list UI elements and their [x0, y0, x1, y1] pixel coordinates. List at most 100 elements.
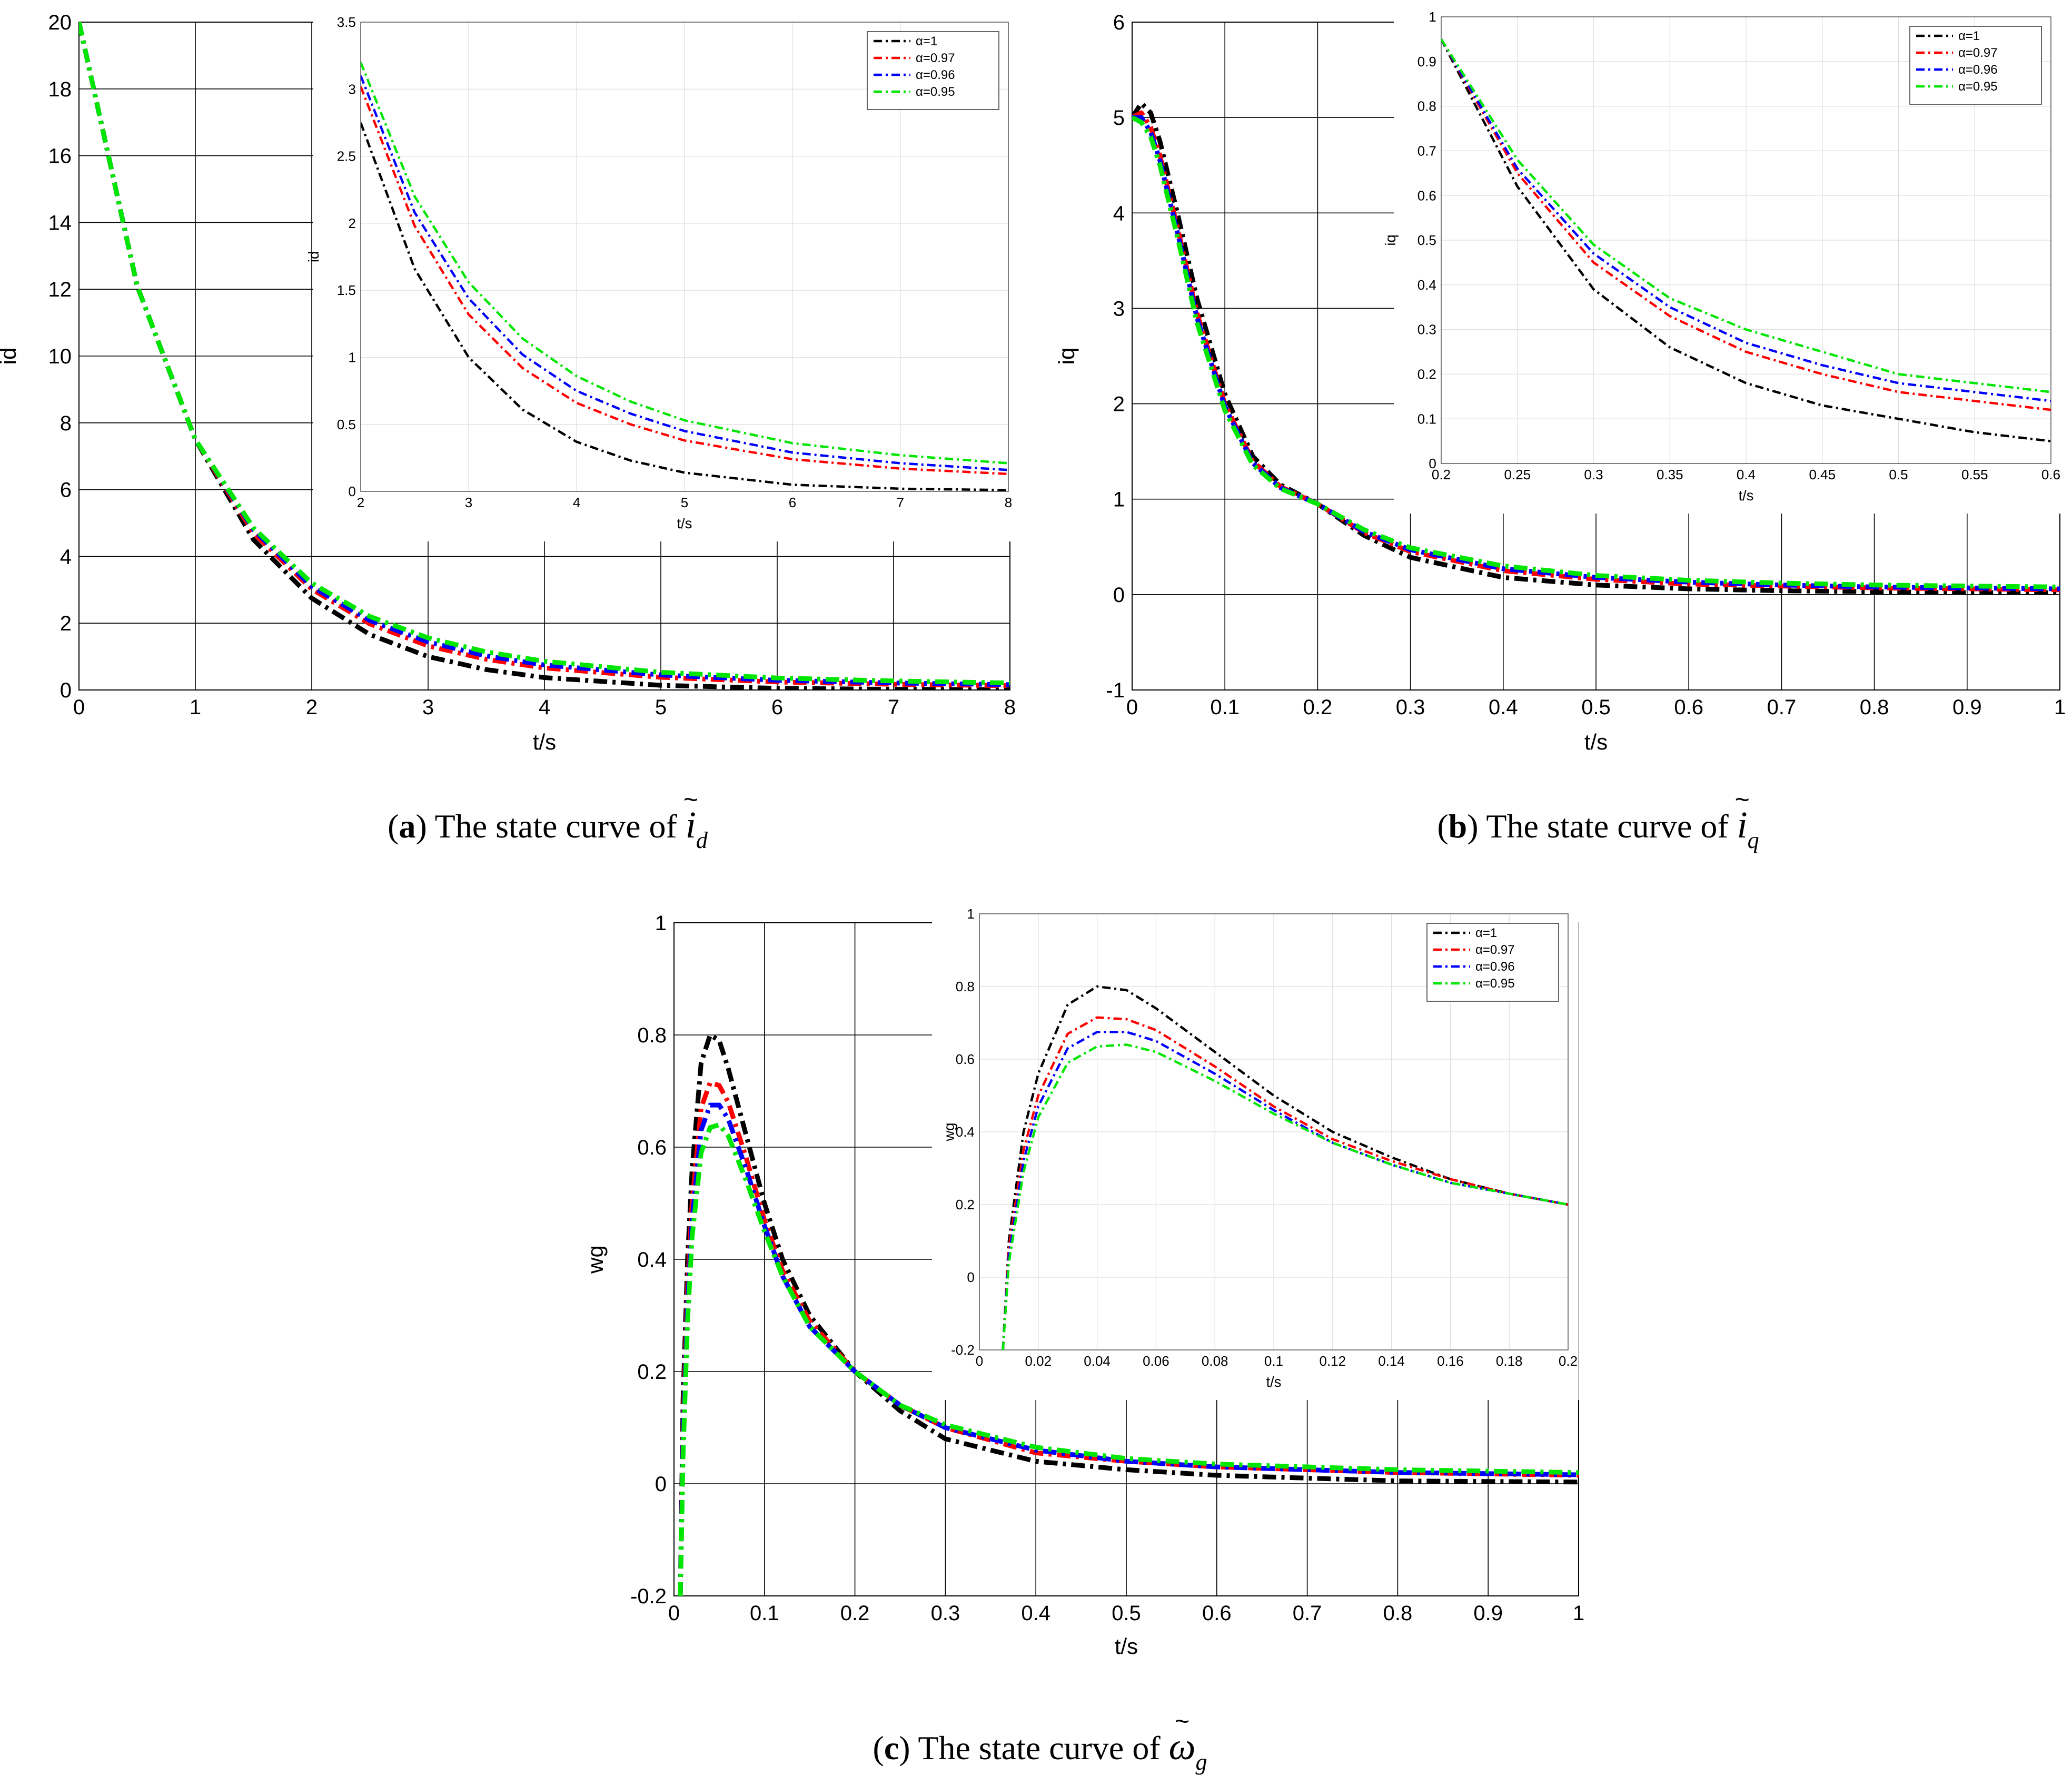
- legend-label: α=0.95: [1958, 80, 1998, 94]
- y-tick-label: 1.5: [337, 282, 356, 298]
- caption-text: The state curve of: [910, 1729, 1169, 1767]
- y-tick-label: 0.4: [956, 1124, 975, 1140]
- x-tick-label: 0.35: [1657, 467, 1683, 482]
- x-tick-label: 0.7: [1767, 696, 1797, 719]
- caption-open: (: [388, 807, 399, 845]
- y-tick-label: 0.3: [1417, 322, 1436, 338]
- caption-tilde-accent: ~: [683, 786, 698, 814]
- y-tick-label: 1: [348, 350, 355, 366]
- series-group: [1441, 38, 2051, 442]
- series-line-3: [361, 75, 1008, 471]
- x-tick-label: 0.4: [1489, 696, 1518, 719]
- x-tick-label: 0.4: [1737, 467, 1756, 482]
- caption-open: (: [873, 1729, 884, 1767]
- x-axis-label: t/s: [533, 729, 556, 754]
- x-tick-label: 0.06: [1143, 1353, 1169, 1369]
- caption-symbol: i: [1737, 804, 1748, 846]
- caption-letter: a: [399, 807, 415, 845]
- series-line-2: [678, 1080, 1579, 1596]
- y-tick-label: 0.5: [1417, 232, 1436, 248]
- x-tick-label: 0.1: [750, 1602, 779, 1625]
- legend-label: α=0.96: [1475, 960, 1515, 974]
- y-tick-label: 2: [1113, 393, 1125, 416]
- series-line-4: [1002, 1043, 1568, 1350]
- series-group: [361, 62, 1008, 491]
- series-group: [1132, 101, 2060, 595]
- y-tick-label: 3.5: [337, 14, 356, 30]
- y-tick-label: 0: [348, 484, 355, 499]
- y-tick-label: 8: [60, 412, 72, 435]
- legend-label: α=1: [1958, 29, 1980, 43]
- x-tick-label: 0.3: [1584, 467, 1603, 482]
- x-tick-label: 8: [1005, 495, 1012, 510]
- x-tick-label: 4: [539, 696, 550, 719]
- y-tick-label: 0.8: [1417, 98, 1436, 114]
- x-tick-label: 0.16: [1437, 1353, 1464, 1369]
- x-tick-label: 0.6: [2041, 467, 2060, 482]
- x-tick-label: 0.5: [1581, 696, 1611, 719]
- series-group: [1002, 985, 1568, 1350]
- y-tick-label: 0.6: [637, 1136, 667, 1159]
- y-tick-label: 3: [1113, 297, 1125, 320]
- x-tick-label: 0.2: [1303, 696, 1333, 719]
- series-line-4: [79, 22, 1010, 686]
- caption-a: (a) The state curve of id: [388, 804, 708, 853]
- y-tick-label: 10: [48, 345, 72, 368]
- x-tick-label: 1: [190, 696, 201, 719]
- chart-a-inset: 2 3 4 5 6 7 8 0 0.5 1 1.5 2 2.5 3 3.5 t/s id α=1 α=0.97 α=0…: [305, 9, 1019, 541]
- x-tick-label: 0.2: [840, 1602, 870, 1625]
- y-tick-label: 0: [967, 1269, 974, 1285]
- y-tick-label: 0.9: [1417, 54, 1436, 70]
- x-axis-label: t/s: [1739, 487, 1754, 504]
- caption-subscript: g: [1195, 1749, 1207, 1775]
- caption-text: The state curve of: [1479, 807, 1737, 845]
- legend-box: [1426, 923, 1559, 1002]
- x-tick-label: 0.5: [1889, 467, 1908, 482]
- y-tick-label: 0.2: [956, 1197, 975, 1212]
- x-tick-label: 0.12: [1319, 1353, 1346, 1369]
- legend-box: [1909, 26, 2042, 105]
- x-tick-label: 0.1: [1210, 696, 1240, 719]
- x-tick-label: 0.3: [1396, 696, 1425, 719]
- y-tick-label: 18: [48, 78, 72, 101]
- x-tick-label: 5: [681, 495, 688, 510]
- x-tick-label: 0.3: [931, 1602, 960, 1625]
- axes-box: [1441, 16, 2051, 464]
- y-axis-label: iq: [1054, 348, 1079, 365]
- x-tick-label: 6: [789, 495, 796, 510]
- x-tick-label: 0: [668, 1602, 680, 1625]
- series-line-1: [1002, 985, 1568, 1350]
- y-tick-label: 3: [348, 81, 355, 97]
- chart-c-inset: 0 0.02 0.04 0.06 0.08 0.1 0.12 0.14 0.16 0.18 0.2 -…: [932, 901, 1579, 1400]
- series-line-4: [678, 1122, 1579, 1596]
- x-tick-label: 7: [897, 495, 904, 510]
- caption-close: ): [415, 807, 427, 845]
- y-tick-label: 6: [60, 479, 72, 502]
- x-tick-label: 0.04: [1084, 1353, 1111, 1369]
- y-tick-label: 1: [967, 906, 974, 922]
- series-line-3: [1002, 1031, 1568, 1350]
- legend-label: α=1: [916, 34, 937, 48]
- y-tick-label: 2: [60, 612, 72, 635]
- x-axis-label: t/s: [677, 515, 692, 531]
- y-tick-label: 2: [348, 215, 355, 231]
- x-tick-label: 0: [73, 696, 85, 719]
- y-tick-label: 0: [1429, 456, 1436, 471]
- x-tick-label: 0.25: [1504, 467, 1531, 482]
- series-line-1: [1441, 38, 2051, 442]
- x-tick-label: 4: [573, 495, 580, 510]
- axes-box: [979, 913, 1569, 1350]
- series-line-4: [1441, 38, 2051, 393]
- caption-text: The state curve of: [427, 807, 686, 845]
- y-tick-label: 6: [1113, 11, 1125, 34]
- x-tick-label: 0.02: [1025, 1353, 1052, 1369]
- x-tick-label: 0: [1126, 696, 1138, 719]
- x-tick-label: 0.5: [1112, 1602, 1141, 1625]
- series-line-2: [361, 86, 1008, 476]
- y-tick-label: 4: [60, 545, 72, 568]
- y-tick-label: 0.2: [637, 1360, 667, 1384]
- legend-label: α=0.95: [1475, 977, 1515, 991]
- legend-label: α=0.96: [1958, 63, 1998, 77]
- y-axis-label: wg: [941, 1123, 957, 1142]
